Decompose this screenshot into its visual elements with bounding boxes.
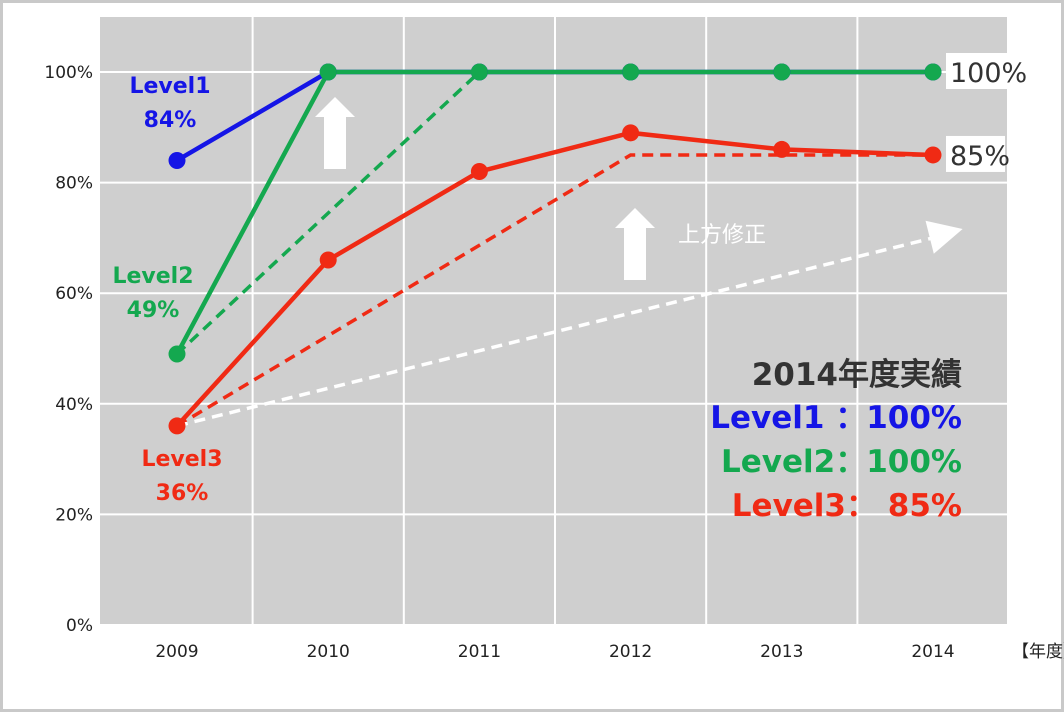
point-level1 xyxy=(168,151,186,169)
x-tick-label: 2010 xyxy=(307,642,350,662)
y-tick-label: 20% xyxy=(55,505,93,525)
x-tick-label: 2011 xyxy=(458,642,501,662)
results-row-level2: Level2：100% xyxy=(721,444,962,480)
y-tick-label: 60% xyxy=(55,284,93,304)
end-label: 85% xyxy=(950,141,1010,172)
series-label-value: 36% xyxy=(156,481,209,506)
x-tick-label: 2009 xyxy=(155,642,198,662)
planned-line xyxy=(176,236,934,428)
x-tick-label: 2013 xyxy=(760,642,803,662)
end-label-bg xyxy=(946,135,1005,172)
end-label: 100% xyxy=(950,58,1027,89)
series-label-value: 49% xyxy=(127,298,180,323)
up-arrow-icon xyxy=(315,97,355,169)
point-level3 xyxy=(924,146,942,164)
point-level2 xyxy=(168,345,186,363)
end-label-bg xyxy=(946,53,1022,89)
series-label-name: Level1 xyxy=(129,74,210,99)
results-row-level3: Level3： 85% xyxy=(732,488,962,524)
y-tick-label: 40% xyxy=(55,395,93,415)
point-level3 xyxy=(773,140,791,158)
series-label-name: Level2 xyxy=(112,264,193,289)
series-label-name: Level3 xyxy=(141,447,222,472)
point-level2 xyxy=(773,63,791,81)
y-tick-label: 100% xyxy=(44,63,93,83)
series-line-level2 xyxy=(175,69,933,356)
x-tick-label: 2014 xyxy=(911,642,954,662)
series-label-value: 84% xyxy=(144,108,197,133)
point-level3 xyxy=(622,124,640,142)
results-row-level1: Level1 ：100% xyxy=(710,400,962,436)
point-level3 xyxy=(470,163,488,181)
upward-revision-arrowhead xyxy=(925,220,963,254)
x-axis-unit-label: 【年度】 xyxy=(1012,642,1064,662)
point-level3 xyxy=(168,417,186,435)
planned-line xyxy=(175,70,481,356)
results-title: 2014年度実績 xyxy=(752,357,962,393)
y-tick-label: 80% xyxy=(55,174,93,194)
plot-area xyxy=(100,17,1007,625)
up-arrow-icon xyxy=(615,208,655,280)
annotation-label: 上方修正 xyxy=(678,223,766,248)
point-level2 xyxy=(924,63,942,81)
x-tick-label: 2012 xyxy=(609,642,652,662)
planned-line xyxy=(176,153,933,428)
series-line-level3 xyxy=(175,130,934,428)
point-level2 xyxy=(622,63,640,81)
point-level3 xyxy=(319,251,337,269)
point-level2 xyxy=(470,63,488,81)
y-tick-label: 0% xyxy=(66,616,93,636)
point-level2 xyxy=(319,63,337,81)
